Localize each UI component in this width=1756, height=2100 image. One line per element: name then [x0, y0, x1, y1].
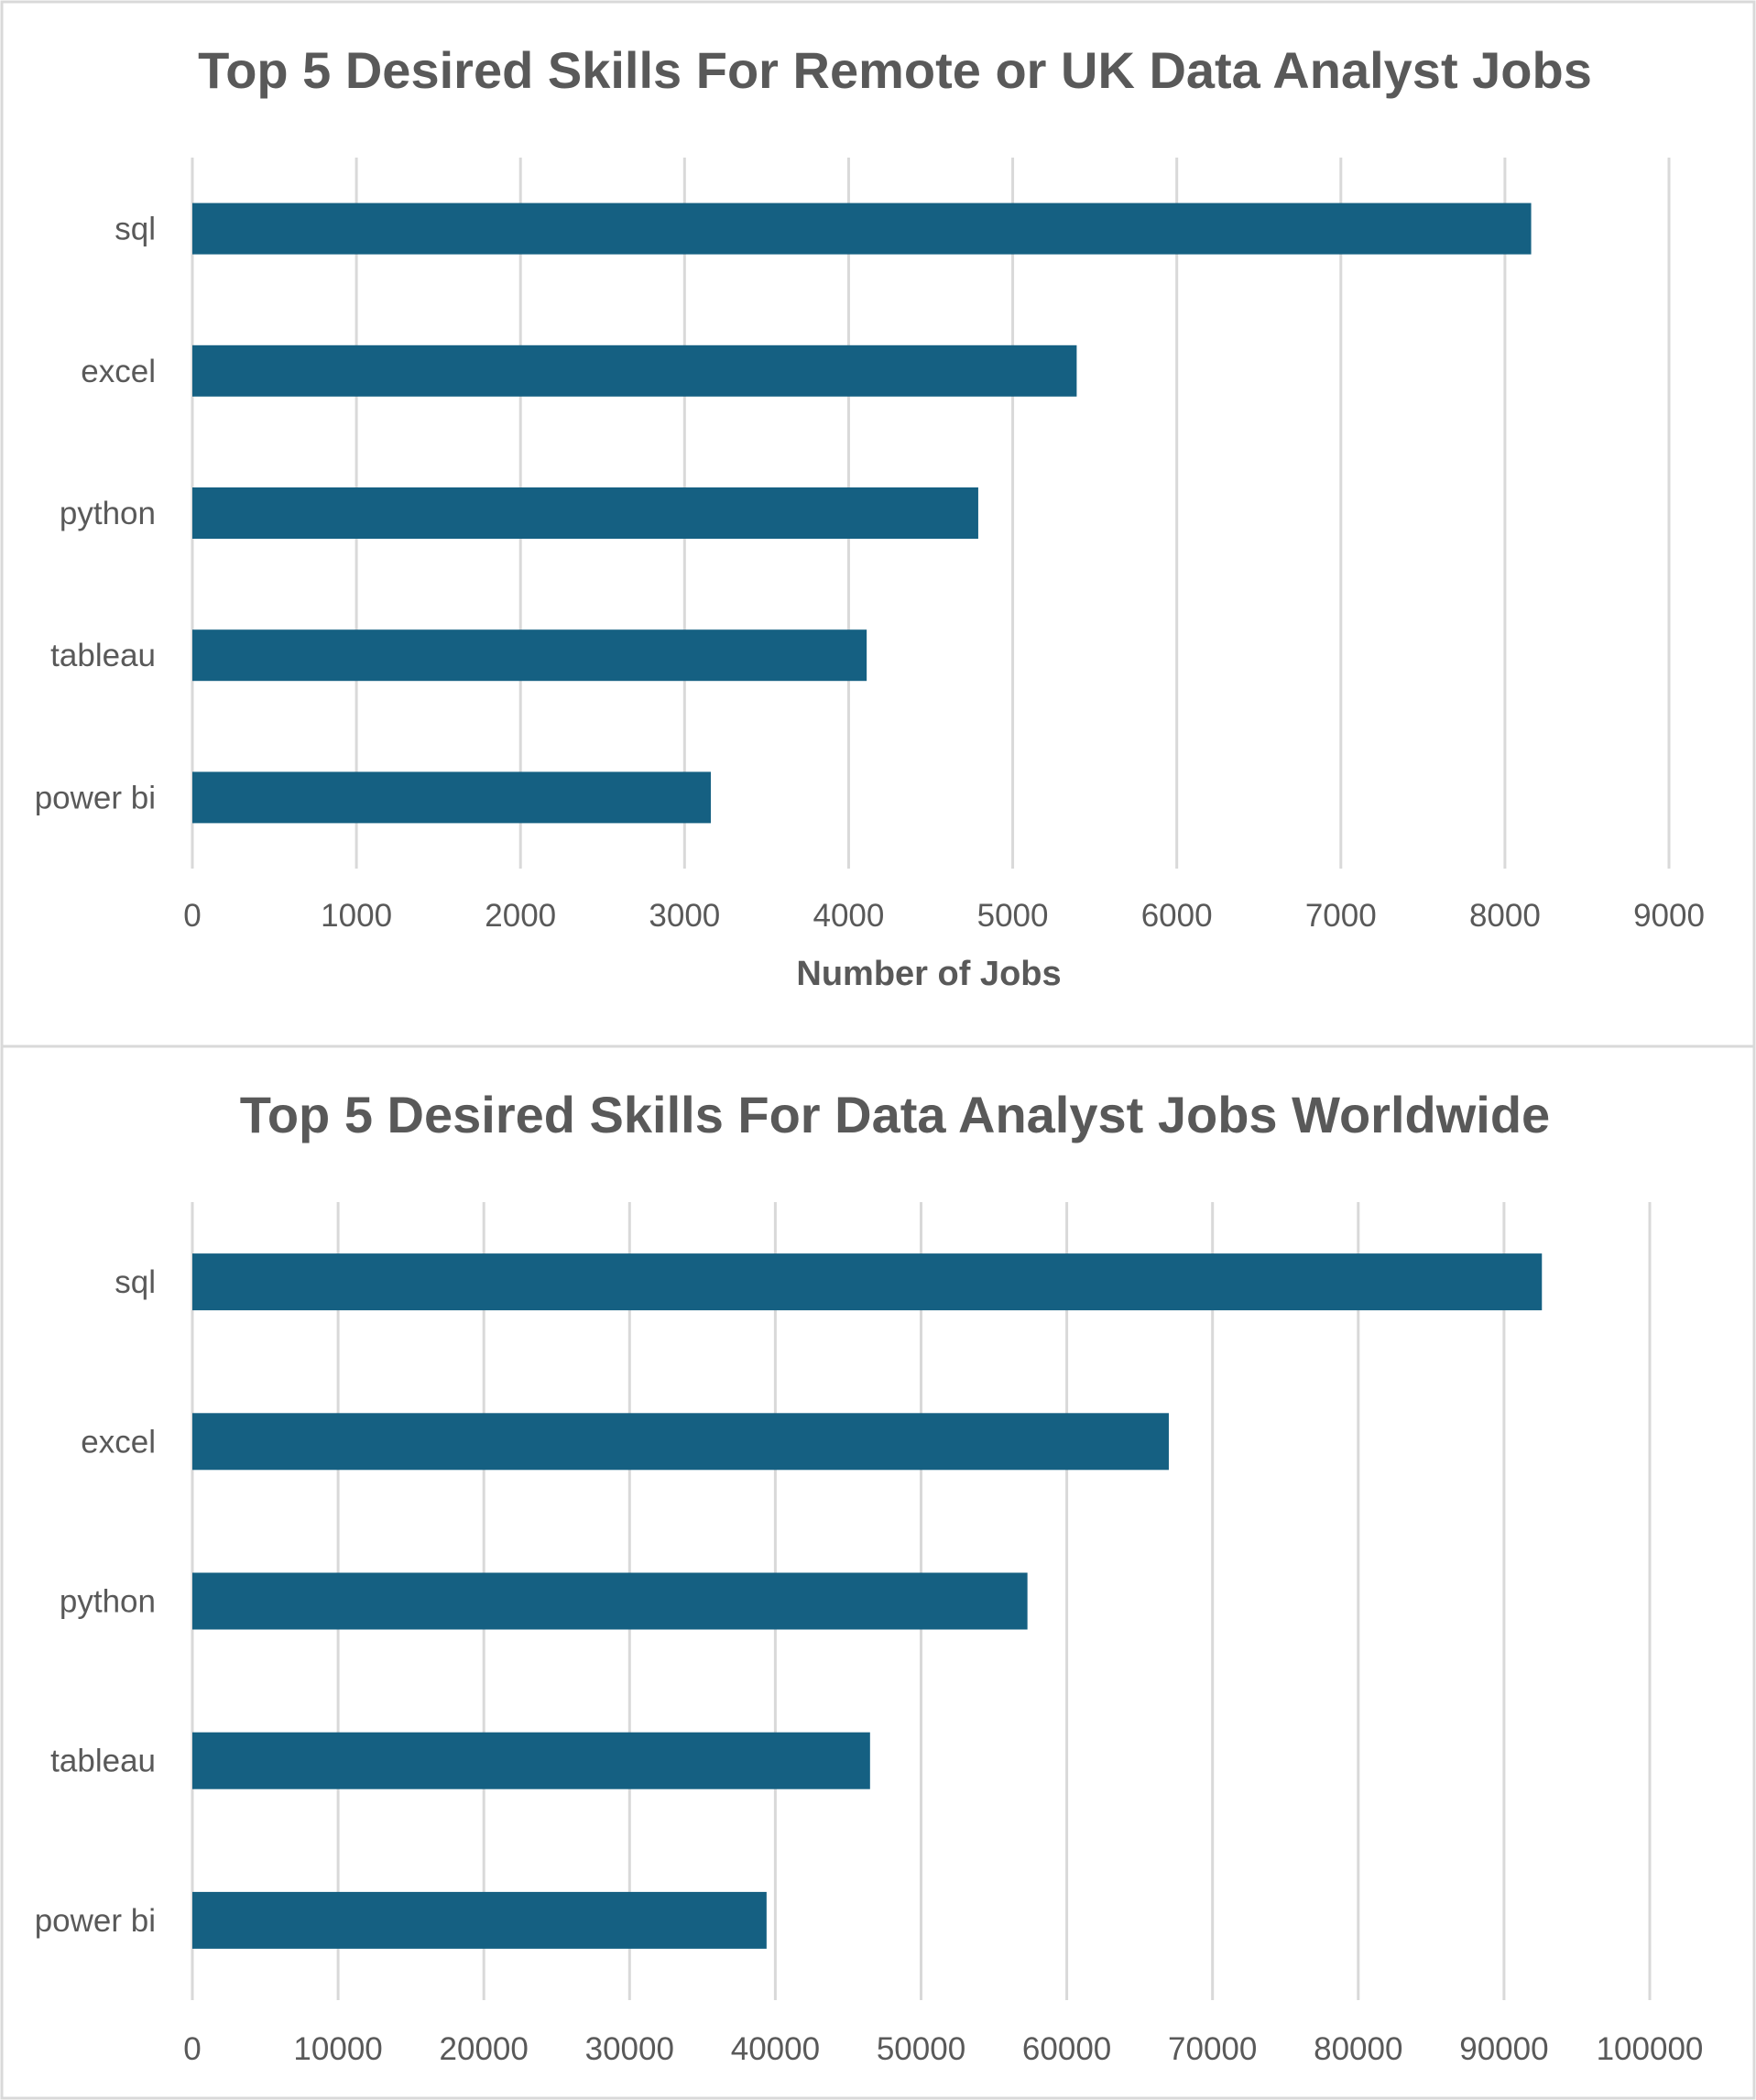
category-label: excel [81, 1424, 156, 1460]
bar-power-bi [192, 771, 711, 824]
x-tick-label: 5000 [977, 898, 1049, 934]
x-tick-label: 8000 [1469, 898, 1541, 934]
chart-title: Top 5 Desired Skills For Data Analyst Jo… [240, 1086, 1550, 1143]
category-label: python [60, 496, 156, 531]
x-tick-label: 4000 [813, 898, 885, 934]
x-tick-labels: 0 10000 20000 30000 40000 50000 60000 70000 8000… [183, 2031, 1703, 2067]
chart-remote-uk: Top 5 Desired Skills For Remote or UK Da… [0, 0, 1756, 1048]
x-tick-label: 90000 [1459, 2031, 1548, 2067]
x-tick-labels: 0 1000 2000 3000 4000 5000 6000 7000 8000 9000 [183, 898, 1705, 934]
x-tick-label: 40000 [731, 2031, 820, 2067]
x-tick-label: 100000 [1597, 2031, 1704, 2067]
category-labels: sql excel python tableau power bi [35, 1264, 156, 1939]
x-tick-label: 50000 [877, 2031, 965, 2067]
category-labels: sql excel python tableau power bi [35, 212, 156, 816]
bar-tableau [192, 629, 867, 682]
bars [192, 202, 1532, 824]
x-tick-label: 3000 [649, 898, 720, 934]
chart-title: Top 5 Desired Skills For Remote or UK Da… [198, 41, 1592, 99]
bar-tableau [192, 1732, 870, 1789]
bar-excel [192, 345, 1077, 397]
bar-excel [192, 1413, 1169, 1471]
x-tick-label: 80000 [1314, 2031, 1402, 2067]
x-tick-label: 70000 [1168, 2031, 1257, 2067]
category-label: tableau [50, 1744, 156, 1779]
bars [192, 1253, 1543, 1949]
x-tick-label: 9000 [1633, 898, 1705, 934]
bar-sql [192, 202, 1532, 255]
x-tick-label: 10000 [293, 2031, 382, 2067]
category-label: power bi [35, 780, 156, 815]
x-tick-label: 30000 [585, 2031, 674, 2067]
bar-python [192, 487, 978, 539]
bar-python [192, 1572, 1028, 1630]
x-tick-label: 1000 [321, 898, 392, 934]
x-tick-label: 2000 [485, 898, 556, 934]
category-label: power bi [35, 1903, 156, 1939]
category-label: sql [115, 212, 156, 247]
bar-sql [192, 1253, 1543, 1311]
x-axis-title: Number of Jobs [796, 955, 1061, 993]
x-tick-label: 60000 [1022, 2031, 1111, 2067]
x-tick-label: 0 [183, 2031, 201, 2067]
category-label: tableau [50, 638, 156, 673]
category-label: sql [115, 1264, 156, 1300]
x-tick-label: 20000 [440, 2031, 529, 2067]
x-tick-label: 0 [183, 898, 201, 934]
category-label: excel [81, 354, 156, 389]
bar-power-bi [192, 1891, 767, 1949]
chart-worldwide: Top 5 Desired Skills For Data Analyst Jo… [0, 1045, 1756, 2100]
category-label: python [60, 1584, 156, 1620]
x-tick-label: 6000 [1141, 898, 1213, 934]
gridlines [191, 158, 1671, 869]
x-tick-label: 7000 [1305, 898, 1377, 934]
